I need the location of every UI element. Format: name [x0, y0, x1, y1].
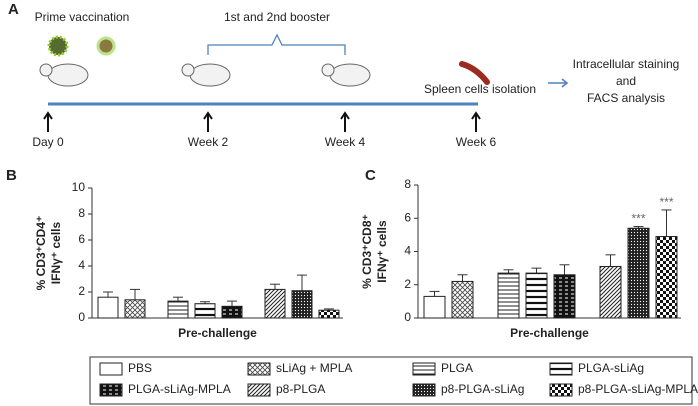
- y-tick-label: 6: [78, 232, 85, 246]
- legend-label: PLGA: [441, 361, 473, 375]
- legend-label: p8-PLGA-sLiAg-MPLA: [578, 382, 698, 396]
- panel-letter: C: [365, 167, 376, 184]
- y-tick-label: 2: [78, 284, 85, 298]
- y-axis-title: % CD3⁺CD8⁺: [360, 214, 374, 289]
- bar: [655, 236, 678, 319]
- bar: [423, 295, 446, 319]
- significance: ***: [659, 195, 673, 209]
- mouse-icons: [39, 63, 371, 87]
- panel-letter: A: [8, 1, 19, 18]
- label: FACS analysis: [587, 91, 665, 105]
- day-arrow: [471, 111, 481, 132]
- panel-letter: B: [6, 167, 17, 184]
- legend-label: PLGA-sLiAg: [578, 361, 644, 375]
- y-axis-title: IFNγ⁺ cells: [49, 222, 63, 285]
- x-axis-title: Pre-challenge: [510, 326, 589, 340]
- y-tick-label: 4: [78, 258, 85, 272]
- bar: [264, 288, 286, 319]
- label: 1st and 2nd booster: [224, 10, 330, 24]
- bar: [194, 303, 216, 319]
- legend-label: sLiAg + MPLA: [276, 361, 352, 375]
- day-arrow: [340, 111, 350, 132]
- y-axis-title: IFNγ⁺ cells: [375, 220, 389, 283]
- bar: [124, 299, 146, 319]
- spleen-icon: [459, 61, 490, 85]
- bar: [525, 272, 548, 319]
- legend-swatch: [549, 383, 573, 397]
- legend-swatch: [549, 362, 573, 376]
- y-tick-label: 8: [78, 206, 85, 220]
- bar: [553, 274, 576, 319]
- legend-label: PBS: [128, 361, 152, 375]
- y-tick-label: 8: [404, 177, 411, 191]
- y-tick-label: 4: [404, 244, 411, 258]
- day-label: Day 0: [32, 135, 64, 149]
- y-tick-label: 6: [404, 210, 411, 224]
- label: Intracellular staining: [573, 57, 680, 71]
- legend-label: p8-PLGA: [276, 382, 325, 396]
- legend-box: [89, 356, 693, 405]
- legend-swatch: [247, 383, 271, 397]
- bar: [599, 265, 622, 319]
- legend-swatch: [247, 362, 271, 376]
- label: and: [616, 74, 636, 88]
- bar: [291, 290, 313, 319]
- bar: [627, 227, 650, 319]
- bar: [451, 280, 474, 319]
- y-tick-label: 0: [78, 310, 85, 324]
- y-tick-label: 10: [72, 180, 86, 194]
- bar: [167, 300, 189, 319]
- label: Spleen cells isolation: [424, 82, 536, 96]
- day-arrow: [43, 111, 53, 132]
- label: Prime vaccination: [35, 10, 130, 24]
- legend-swatch: [99, 362, 123, 376]
- significance: ***: [631, 212, 645, 226]
- x-axis-title: Pre-challenge: [178, 326, 257, 340]
- legend-label: p8-PLGA-sLiAg: [441, 382, 524, 396]
- legend-swatch: [99, 383, 123, 397]
- bar: [318, 309, 340, 319]
- brace: [207, 33, 346, 55]
- day-label: Week 4: [325, 135, 366, 149]
- day-label: Week 6: [456, 135, 497, 149]
- virus-icons: [47, 35, 116, 57]
- y-tick-label: 0: [404, 310, 411, 324]
- day-label: Week 2: [188, 135, 229, 149]
- y-tick-label: 2: [404, 277, 411, 291]
- legend-swatch: [412, 362, 436, 376]
- bar: [221, 305, 243, 319]
- bar: [497, 272, 520, 319]
- legend-label: PLGA-sLiAg-MPLA: [128, 382, 231, 396]
- legend-swatch: [412, 383, 436, 397]
- arrow: [548, 78, 569, 88]
- day-arrow: [203, 111, 213, 132]
- y-axis-title: % CD3⁺CD4⁺: [34, 216, 48, 291]
- bar: [97, 296, 119, 319]
